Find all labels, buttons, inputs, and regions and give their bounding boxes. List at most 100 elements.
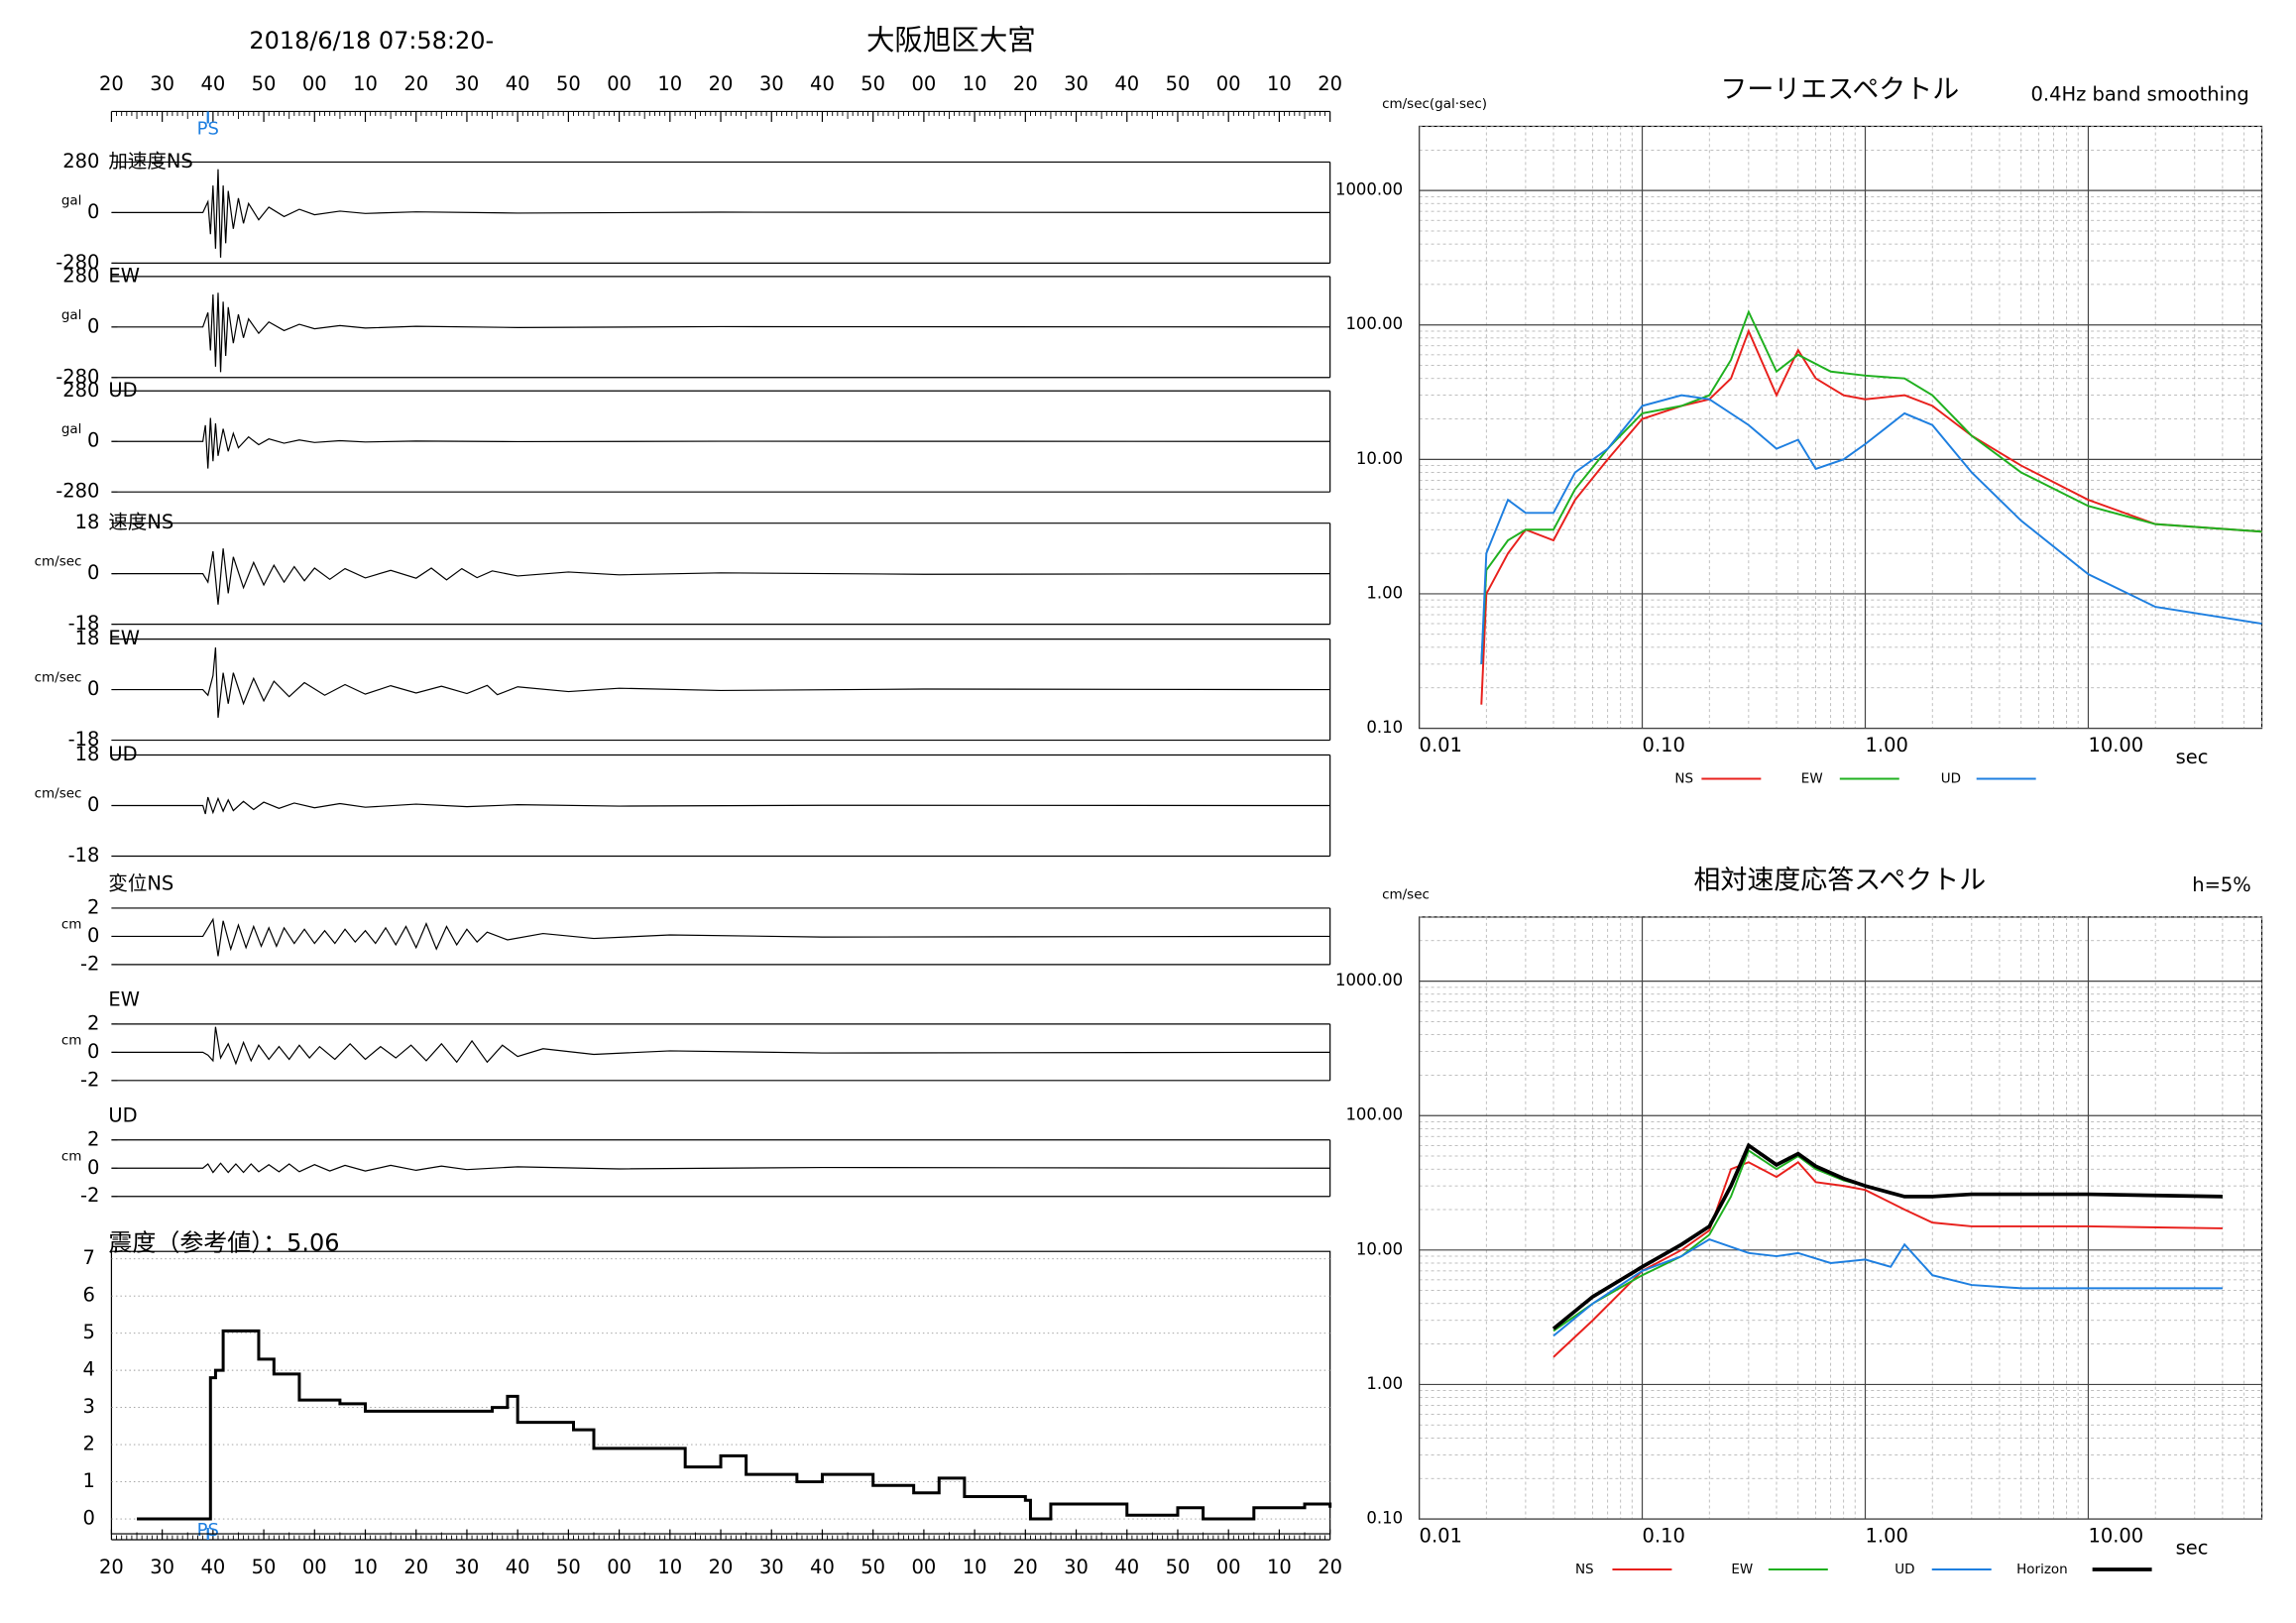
spectrum-line [1480, 309, 2262, 664]
trace-label: EW [108, 987, 140, 1010]
time-tick-label: 20 [403, 72, 428, 95]
unit-label: cm [61, 1148, 82, 1164]
spectrum-line [1552, 1238, 2223, 1337]
y-tick-label: -280 [56, 480, 99, 503]
y-tick-label: 10.00 [1356, 449, 1403, 468]
y-tick-label: 0 [87, 200, 99, 223]
x-tick-label: 10.00 [2088, 734, 2143, 756]
time-tick-label: 40 [506, 72, 530, 95]
time-tick-label: 00 [607, 1556, 631, 1578]
chart-title: 相対速度応答スペクトル [1693, 865, 1986, 895]
time-tick-label: 50 [861, 72, 885, 95]
y-tick-label: 0 [87, 1040, 99, 1063]
time-tick-label: 00 [912, 1556, 937, 1578]
y-tick-label: 2 [83, 1433, 95, 1455]
spectrum-line [1480, 394, 2262, 664]
y-tick-label: 2 [87, 895, 99, 918]
waveform [111, 417, 1330, 469]
y-tick-label: 100.00 [1345, 1105, 1403, 1124]
intensity-frame [110, 1250, 1331, 1535]
chart-note: h=5% [2192, 873, 2251, 896]
legend-label: EW [1801, 771, 1823, 787]
time-tick-label: 10 [657, 1556, 682, 1578]
time-tick-label: 50 [1166, 72, 1191, 95]
time-tick-label: 50 [556, 1556, 581, 1578]
x-unit: sec [2176, 746, 2209, 768]
time-tick-label: 20 [403, 1556, 428, 1578]
trace-label: EW [108, 627, 140, 649]
unit-label: cm/sec [35, 554, 82, 570]
y-tick-label: 0 [87, 1156, 99, 1179]
y-tick-label: 18 [75, 511, 100, 533]
spectrum-line [1551, 1142, 2223, 1331]
unit-label: gal [61, 421, 82, 437]
time-tick-label: 30 [1064, 72, 1089, 95]
trace-label: 速度NS [108, 511, 173, 533]
unit-label: cm/sec [35, 670, 82, 686]
y-tick-label: 4 [83, 1358, 95, 1381]
x-tick-label: 0.10 [1643, 734, 1685, 756]
y-tick-label: 2 [87, 1127, 99, 1150]
y-tick-label: 0 [83, 1507, 95, 1530]
trace-label: 変位NS [108, 871, 173, 894]
time-tick-label: 40 [810, 1556, 835, 1578]
waveform [111, 647, 1330, 718]
intensity-title: 震度（参考値）：5.06 [108, 1229, 339, 1257]
time-tick-label: 40 [1114, 1556, 1139, 1578]
y-tick-label: 18 [75, 743, 100, 765]
unit-label: gal [61, 307, 82, 323]
y-tick-label: 7 [83, 1246, 95, 1269]
ps-label: PS [197, 1520, 219, 1541]
legend-label: NS [1674, 771, 1693, 787]
y-tick-label: 0 [87, 314, 99, 337]
trace-label: UD [108, 379, 137, 402]
ps-label: PS [197, 118, 219, 139]
time-tick-label: 20 [1318, 72, 1342, 95]
trace-label: EW [108, 264, 140, 287]
time-tick-label: 30 [759, 1556, 784, 1578]
time-tick-label: 00 [302, 72, 327, 95]
y-tick-label: 3 [83, 1395, 95, 1418]
trace-label: UD [108, 1103, 137, 1126]
time-tick-label: 30 [1064, 1556, 1089, 1578]
y-tick-label: 1.00 [1366, 583, 1403, 602]
time-tick-label: 40 [200, 72, 225, 95]
y-tick-label: -18 [68, 728, 100, 751]
waveform [111, 1162, 1330, 1174]
y-tick-label: -2 [80, 952, 99, 975]
y-tick-label: 1 [83, 1469, 95, 1492]
y-tick-label: -280 [56, 251, 99, 274]
spectrum-line [1552, 1160, 2223, 1358]
y-tick-label: 0 [87, 677, 99, 700]
y-tick-label: 5 [83, 1321, 95, 1343]
time-tick-label: 20 [99, 1556, 124, 1578]
time-tick-label: 00 [607, 72, 631, 95]
time-tick-label: 20 [709, 1556, 734, 1578]
y-unit: cm/sec [1382, 886, 1430, 902]
time-tick-label: 40 [810, 72, 835, 95]
waveform [111, 169, 1330, 258]
time-tick-label: 50 [861, 1556, 885, 1578]
y-tick-label: 0.10 [1366, 1509, 1403, 1528]
unit-label: gal [61, 192, 82, 208]
y-tick-label: 1.00 [1366, 1374, 1403, 1393]
time-tick-label: 50 [252, 1556, 277, 1578]
intensity-line [137, 1329, 1332, 1521]
legend-label: NS [1575, 1562, 1594, 1577]
trace-label: UD [108, 743, 137, 765]
chart-note: 0.4Hz band smoothing [2031, 82, 2249, 105]
time-tick-label: 00 [912, 72, 937, 95]
y-tick-label: -18 [68, 844, 100, 867]
y-tick-label: 0 [87, 793, 99, 816]
time-tick-label: 10 [963, 1556, 987, 1578]
plot-frame [1418, 916, 2263, 1520]
time-tick-label: 20 [1318, 1556, 1342, 1578]
time-tick-label: 10 [353, 1556, 378, 1578]
time-tick-label: 20 [1013, 72, 1038, 95]
x-tick-label: 0.01 [1420, 1525, 1462, 1548]
waveform [111, 1026, 1330, 1066]
time-tick-label: 00 [1216, 1556, 1241, 1578]
time-tick-label: 10 [1267, 1556, 1292, 1578]
y-tick-label: 1000.00 [1335, 971, 1403, 989]
